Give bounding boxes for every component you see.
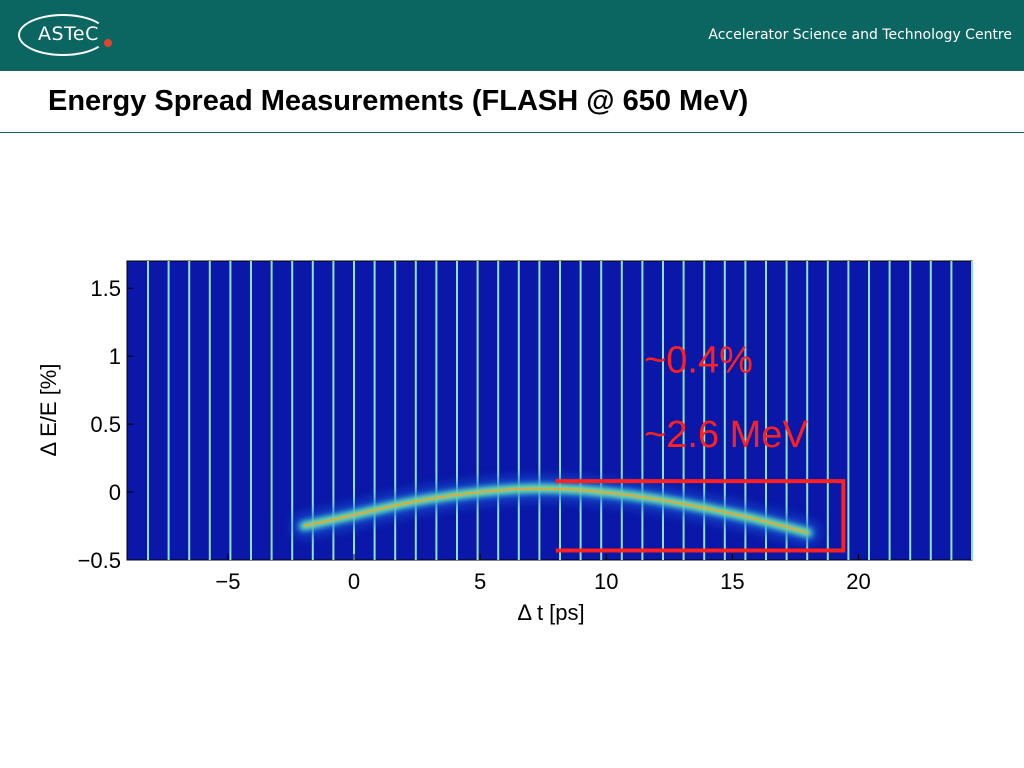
stripe-13 [414,261,417,560]
y-axis-label: Δ E/E [%] [36,364,61,457]
stripe-34 [847,261,850,560]
energy-bracket [555,479,846,553]
x-axis-ticks: −5 0 5 10 15 20 [215,554,871,594]
logo-ring-icon [18,14,108,56]
stripe-38 [929,261,932,560]
stripe-27 [703,261,706,560]
stripe-26 [682,261,685,560]
stripe-16 [476,261,479,560]
stripe-21 [579,261,582,560]
y-tick-label: 0.5 [90,412,121,437]
stripe-11 [373,261,376,560]
stripe-19 [538,261,541,560]
stripe-29 [744,261,747,560]
y-tick-label: 1 [109,344,121,369]
stripe-25 [662,261,664,560]
trace-peak [302,487,809,534]
stripe-4 [229,261,232,560]
stripe-1 [167,261,170,560]
org-name: Accelerator Science and Technology Centr… [708,27,1012,43]
y-tick-label: 1.5 [90,276,121,301]
y-tick-label: 0 [109,480,121,505]
stripe-15 [456,261,458,560]
stripe-28 [723,261,726,560]
stripe-32 [806,261,809,560]
stripe-37 [909,261,912,560]
stripe-12 [394,261,397,560]
page-title: Energy Spread Measurements (FLASH @ 650 … [48,85,749,117]
x-tick-label: 10 [594,569,618,594]
stripe-40 [971,261,973,560]
stripe-3 [208,261,211,560]
stripe-10 [353,261,355,560]
logo-dot-icon [104,39,112,47]
stripe-20 [559,261,561,560]
stripe-7 [291,261,294,560]
astec-logo: ASTeC [14,10,114,58]
title-divider [0,132,1024,133]
stripe-33 [826,261,829,560]
plot-area [126,260,973,561]
stripe-14 [435,261,438,560]
x-tick-label: −5 [215,569,240,594]
header-bar: ASTeC Accelerator Science and Technology… [0,0,1024,71]
stripe-23 [620,261,623,560]
annotation-energy-mev: ~2.6 MeV [644,414,808,456]
stripe-39 [950,261,953,560]
beam-trace [292,477,820,544]
x-tick-label: 5 [474,569,486,594]
stripe-9 [332,261,335,560]
annotation-energy-percent: ~0.4% [644,339,753,381]
y-tick-label: −0.5 [78,548,121,573]
x-tick-label: 15 [720,569,744,594]
x-tick-label: 20 [846,569,870,594]
x-tick-label: 0 [348,569,360,594]
stripe-36 [888,261,891,560]
stripe-31 [785,261,788,560]
stripe-18 [517,261,520,560]
stripe-group [147,261,973,560]
y-axis-ticks: 1.5 1 0.5 0 −0.5 [78,276,133,573]
stripe-5 [250,261,252,560]
stripe-35 [868,261,870,560]
stripe-24 [641,261,644,560]
stripe-2 [188,261,191,560]
stripe-0 [147,261,149,560]
stripe-30 [765,261,767,560]
logo-text: ASTeC [38,23,99,45]
stripe-17 [497,261,500,560]
stripe-6 [270,261,273,560]
stripe-8 [311,261,314,560]
stripe-22 [600,261,603,560]
x-axis-label: Δ t [ps] [517,600,584,625]
